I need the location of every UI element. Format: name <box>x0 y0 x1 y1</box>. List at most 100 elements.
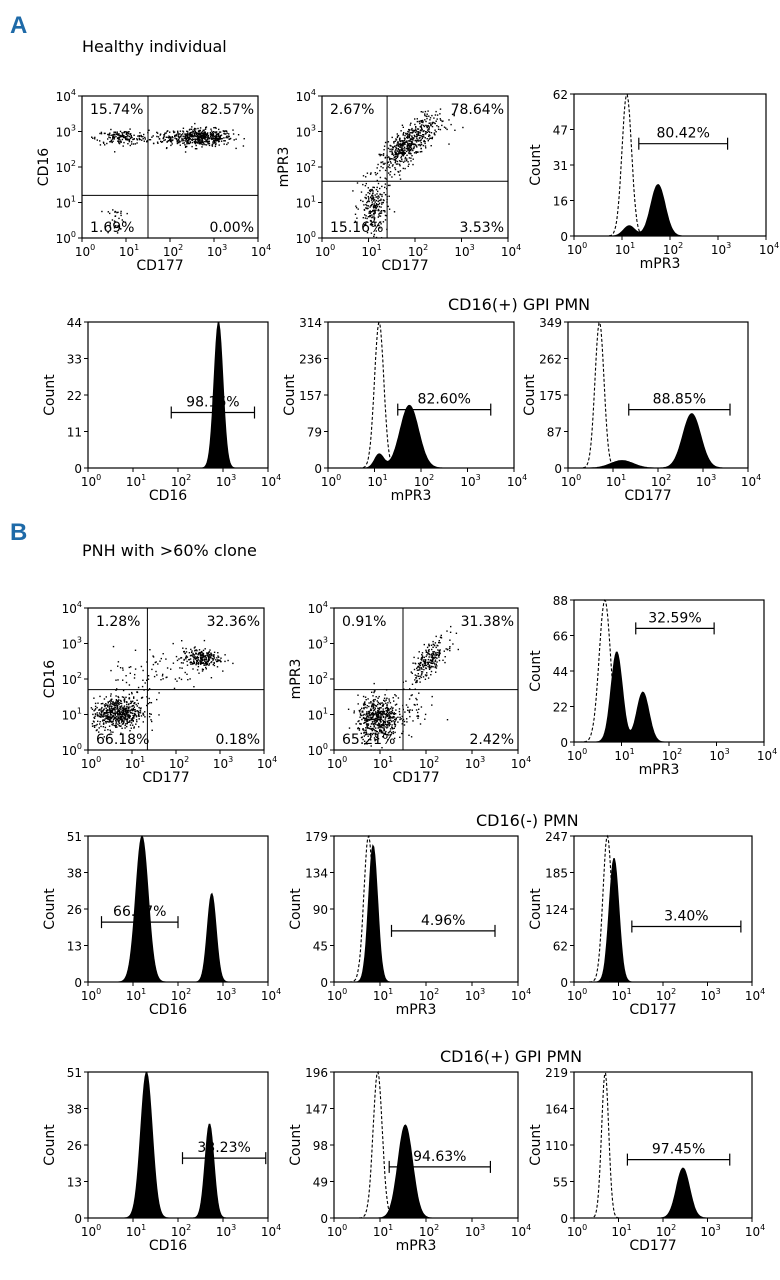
scatter-point <box>118 720 120 722</box>
scatter-point <box>117 714 119 716</box>
scatter-point <box>368 705 370 708</box>
scatter-point <box>423 136 425 138</box>
scatter-point <box>384 732 386 734</box>
scatter-point <box>214 131 216 133</box>
scatter-point <box>109 700 111 702</box>
scatter-point <box>373 214 375 216</box>
scatter-point <box>427 124 429 127</box>
scatter-point <box>180 662 183 664</box>
scatter-point <box>119 706 121 708</box>
scatter-point <box>211 135 214 137</box>
scatter-point <box>381 714 384 716</box>
scatter-point <box>383 729 386 732</box>
scatter-point <box>381 726 383 729</box>
scatter-point <box>191 654 193 657</box>
scatter-point <box>117 702 120 705</box>
scatter-point <box>182 662 184 664</box>
scatter-point <box>202 137 204 139</box>
scatter-point <box>427 129 429 131</box>
scatter-point <box>112 708 115 710</box>
scatter-point <box>120 702 123 705</box>
scatter-point <box>114 215 117 217</box>
scatter-point <box>122 709 124 711</box>
scatter-point <box>409 147 412 149</box>
scatter-point <box>417 717 419 719</box>
scatter-point <box>426 661 428 664</box>
scatter-point <box>104 705 106 708</box>
scatter-point <box>179 130 182 132</box>
scatter-point <box>102 141 105 143</box>
scatter-point <box>402 155 405 157</box>
scatter-point <box>178 133 180 135</box>
y-tick-label: 147 <box>305 1103 328 1117</box>
scatter-point <box>409 140 411 142</box>
x-tick-label: 104 <box>757 747 777 763</box>
scatter-point <box>378 723 380 725</box>
x-tick-label: 102 <box>169 755 189 771</box>
scatter-point <box>116 706 119 708</box>
scatter-point <box>375 712 377 714</box>
scatter-point <box>389 730 392 732</box>
scatter-point <box>91 725 94 727</box>
scatter-point <box>397 155 399 157</box>
scatter-point <box>422 121 424 124</box>
scatter-point <box>152 655 154 657</box>
scatter-point <box>112 715 115 717</box>
scatter-point <box>424 137 426 139</box>
scatter-point <box>370 717 373 719</box>
scatter-point <box>419 143 421 146</box>
scatter-point <box>197 134 200 136</box>
scatter-point <box>124 698 126 700</box>
scatter-point <box>203 135 205 137</box>
scatter-point <box>411 143 414 145</box>
scatter-point <box>120 228 122 230</box>
histogram-filled-sample <box>88 1072 268 1219</box>
scatter-point <box>429 665 431 667</box>
scatter-point <box>362 183 364 186</box>
scatter-point <box>382 199 385 201</box>
scatter-point <box>118 133 120 135</box>
scatter-point <box>423 130 425 132</box>
scatter-point <box>407 140 410 142</box>
scatter-point <box>373 197 375 199</box>
scatter-point <box>215 135 217 137</box>
scatter-point <box>228 135 230 138</box>
scatter-point <box>433 662 435 664</box>
scatter-point <box>436 114 439 116</box>
scatter-point <box>167 130 169 132</box>
scatter-point <box>126 725 128 728</box>
scatter-point <box>381 193 383 196</box>
scatter-point <box>378 213 380 215</box>
scatter-point <box>409 152 412 154</box>
scatter-point <box>115 726 117 728</box>
scatter-point <box>386 727 388 729</box>
scatter-point <box>389 702 392 704</box>
scatter-point <box>359 711 361 713</box>
scatter-point <box>118 699 120 701</box>
scatter-point <box>378 224 380 227</box>
scatter-point <box>218 136 221 138</box>
scatter-point <box>367 724 369 727</box>
plot-frame <box>573 93 767 237</box>
scatter-point <box>363 740 366 742</box>
scatter-point <box>105 707 107 709</box>
scatter-point <box>205 658 208 660</box>
scatter-point <box>380 161 382 163</box>
scatter-point <box>162 678 164 680</box>
scatter-point <box>353 712 355 714</box>
scatter-point <box>130 700 132 702</box>
scatter-point <box>207 656 209 658</box>
scatter-point <box>433 657 436 659</box>
scatter-point <box>103 713 105 716</box>
scatter-point <box>170 141 173 143</box>
plot-frame <box>573 1071 753 1219</box>
scatter-point <box>370 189 372 191</box>
scatter-point <box>392 158 394 160</box>
scatter-point <box>198 653 200 655</box>
scatter-point <box>393 142 395 144</box>
scatter-point <box>369 192 371 195</box>
scatter-point <box>367 712 369 715</box>
scatter-point <box>219 131 222 133</box>
scatter-point <box>107 231 109 234</box>
scatter-point <box>389 712 391 714</box>
